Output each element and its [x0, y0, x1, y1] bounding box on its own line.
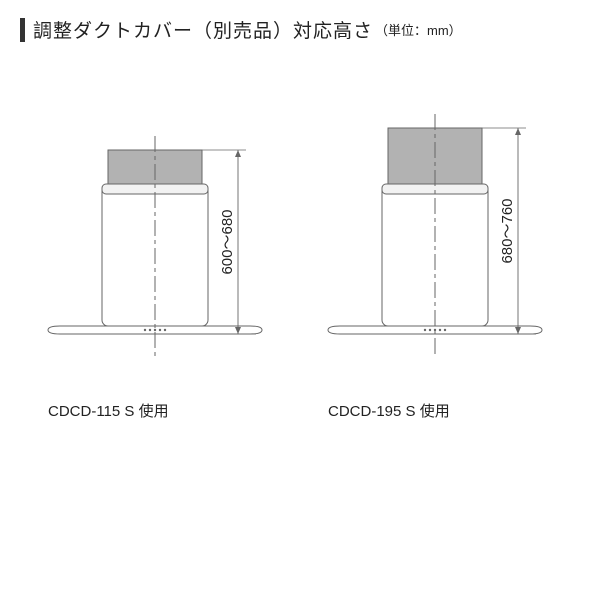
diagram-area: 600～680CDCD-115 S 使用680～760CDCD-195 S 使用	[0, 110, 600, 470]
title-marker	[20, 18, 25, 42]
dimension-label: 680～760	[499, 198, 516, 263]
diagram-caption: CDCD-195 S 使用	[328, 400, 450, 421]
dimension-label: 600～680	[219, 209, 236, 274]
diagram-caption: CDCD-115 S 使用	[48, 400, 169, 421]
title-main: 調整ダクトカバー（別売品）対応高さ	[33, 16, 373, 43]
title-bar: 調整ダクトカバー（別売品）対応高さ （単位：mm）	[0, 0, 600, 43]
diagram-unit: 680～760CDCD-195 S 使用	[320, 110, 570, 410]
diagram-unit: 600～680CDCD-115 S 使用	[40, 110, 290, 410]
title-unit: （単位：mm）	[375, 20, 462, 39]
